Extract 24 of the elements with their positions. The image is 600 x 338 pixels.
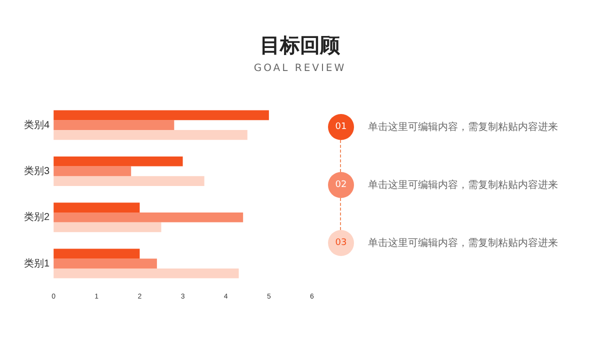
text: 02 bbox=[335, 180, 347, 190]
bar bbox=[54, 120, 174, 130]
text: 单击这里可编辑内容，需复制粘贴内容进来 bbox=[368, 178, 558, 192]
y-tick-label: 类别1 bbox=[24, 257, 50, 270]
text: 01 bbox=[335, 122, 347, 132]
text: 单击这里可编辑内容，需复制粘贴内容进来 bbox=[368, 236, 558, 250]
bar bbox=[54, 176, 204, 186]
text: 单击这里可编辑内容，需复制粘贴内容进来 bbox=[368, 120, 558, 134]
bar bbox=[54, 222, 162, 232]
bar bbox=[54, 248, 140, 259]
bar bbox=[54, 130, 248, 140]
text: 03 bbox=[335, 238, 347, 248]
bar bbox=[54, 110, 269, 120]
y-tick-label: 类别3 bbox=[24, 164, 50, 177]
bar bbox=[54, 212, 244, 222]
bar bbox=[54, 156, 183, 166]
bar bbox=[54, 202, 140, 212]
chart-subtitle: GOAL REVIEW bbox=[252, 63, 348, 74]
bar bbox=[54, 166, 132, 176]
chart-title: 目标回顾 bbox=[259, 32, 341, 59]
y-tick-label: 类别2 bbox=[24, 211, 50, 224]
y-tick-label: 类别4 bbox=[24, 118, 50, 131]
bar bbox=[54, 258, 157, 268]
bar bbox=[54, 268, 239, 278]
